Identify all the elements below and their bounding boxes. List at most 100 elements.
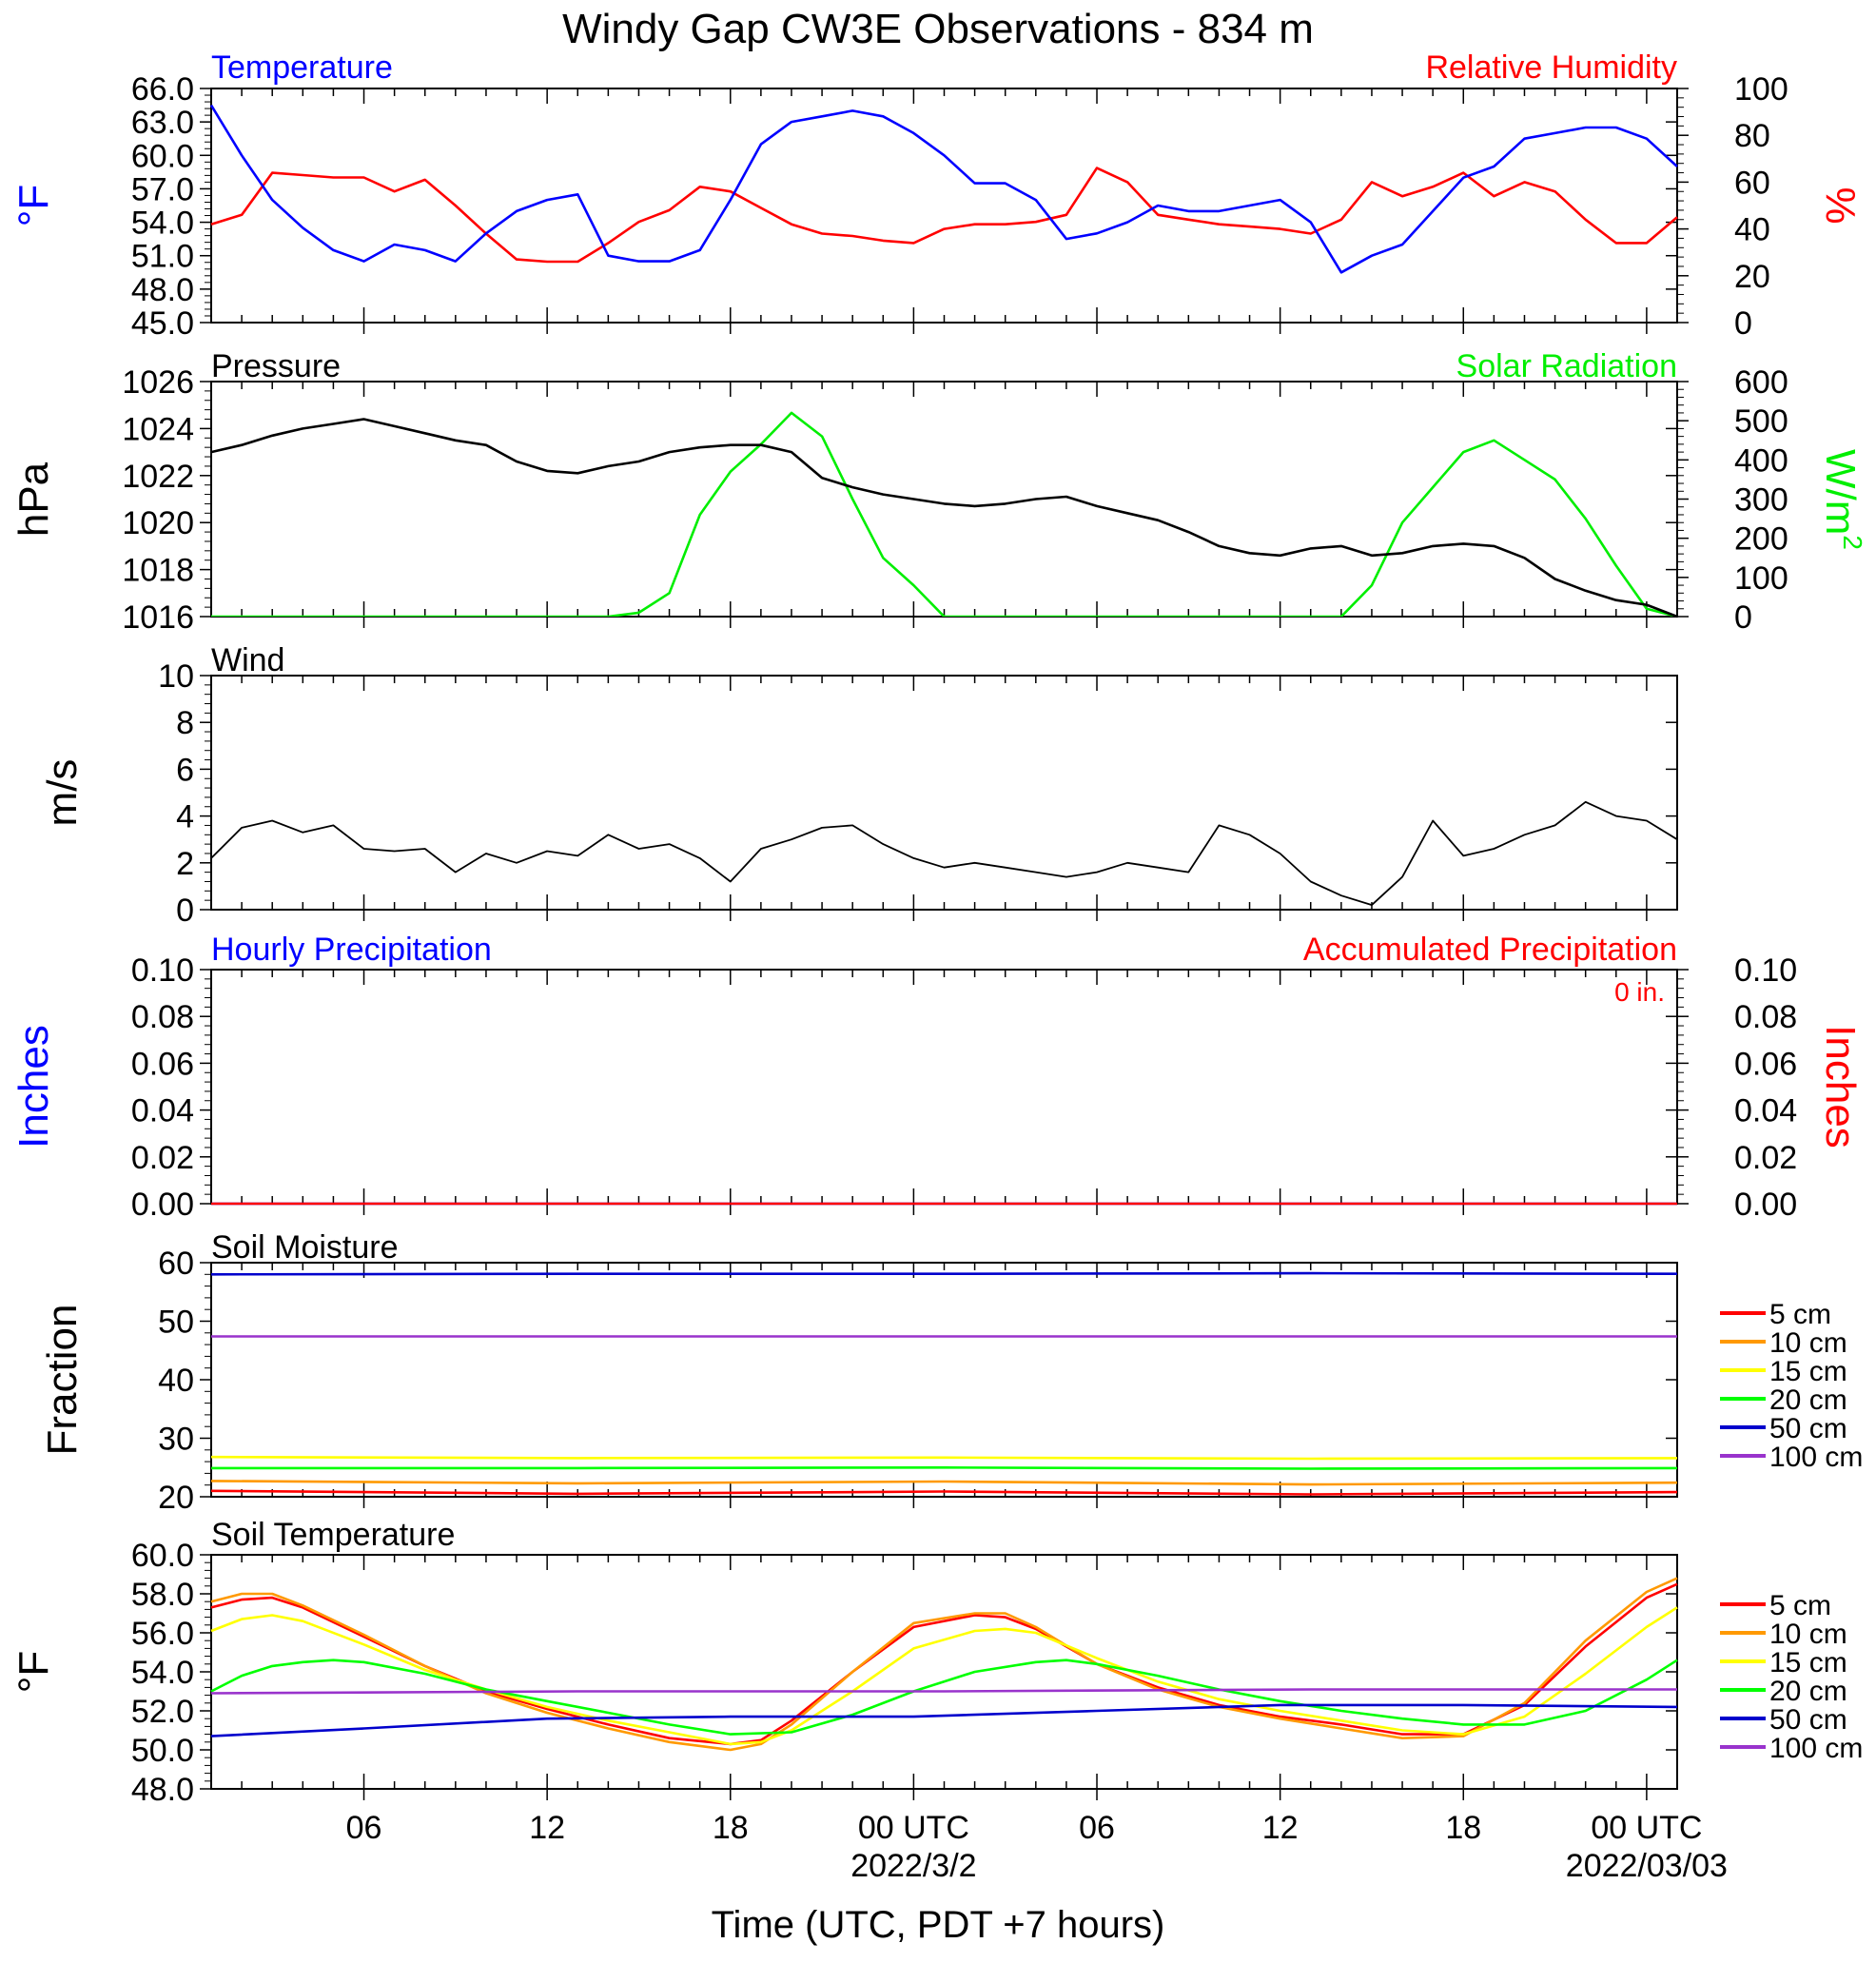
rh-y2-tick-label: 100 <box>1734 71 1788 108</box>
wind-y-tick-label: 0 <box>176 893 194 929</box>
soil-temp-legend-label: 10 cm <box>1769 1619 1847 1650</box>
precip-y-tick-label: 0.06 <box>131 1046 194 1082</box>
soil-temp-y-tick-label: 52.0 <box>131 1694 194 1730</box>
pressure-y-tick-label: 1020 <box>122 505 194 541</box>
solar-radiation-line <box>211 411 1677 617</box>
humidity-line <box>210 167 1678 264</box>
x-tick-label: 18 <box>713 1810 749 1846</box>
humidity-title: Relative Humidity <box>1425 49 1677 86</box>
x-tick-date-label: 2022/03/03 <box>1566 1848 1728 1884</box>
accum-y2-tick-label: 0.08 <box>1734 999 1797 1035</box>
temp-plot-frame <box>210 88 1678 324</box>
soil-moisture-y-tick-label: 20 <box>158 1480 194 1516</box>
rh-y2-tick-label: 20 <box>1734 259 1770 295</box>
temp-y-tick-label: 57.0 <box>131 171 194 207</box>
solar-y2-tick-label: 100 <box>1734 560 1788 597</box>
x-tick-label: 06 <box>346 1810 382 1846</box>
rh-y2-tick-label: 80 <box>1734 118 1770 154</box>
soil-moisture-legend-label: 50 cm <box>1769 1413 1847 1444</box>
soil-temp-y-tick-label: 48.0 <box>131 1772 194 1808</box>
temp-y-tick-label: 51.0 <box>131 239 194 275</box>
soil-moisture-legend-label: 100 cm <box>1769 1442 1863 1473</box>
soil-moisture-legend-label: 5 cm <box>1769 1299 1831 1330</box>
temp-y-tick-label: 54.0 <box>131 206 194 242</box>
soil-temp-y-tick-label: 58.0 <box>131 1577 194 1613</box>
soil-moisture-unit: Fraction <box>39 1305 86 1456</box>
accum-precip-unit: Inches <box>1817 1025 1864 1148</box>
accum-precip-title: Accumulated Precipitation <box>1303 932 1677 968</box>
wind-title: Wind <box>211 642 284 678</box>
accum-y2-tick-label: 0.00 <box>1734 1187 1797 1223</box>
soil-temp-title: Soil Temperature <box>211 1517 455 1553</box>
soil-moisture-legend-label: 20 cm <box>1769 1384 1847 1416</box>
soil-temp-line-50cm <box>210 1703 1678 1737</box>
x-axis-label: Time (UTC, PDT +7 hours) <box>712 1904 1165 1946</box>
wind-y-tick-label: 4 <box>176 799 194 835</box>
pressure-unit: hPa <box>10 461 57 537</box>
soil-moisture-y-tick-label: 30 <box>158 1422 194 1458</box>
solar-y2-tick-label: 400 <box>1734 442 1788 479</box>
soil-temp-legend-label: 15 cm <box>1769 1647 1847 1678</box>
temp-y-tick-label: 63.0 <box>131 105 194 141</box>
pressure-line <box>210 418 1678 618</box>
soil-temp-line-15cm <box>210 1606 1678 1746</box>
solar-y2-tick-label: 300 <box>1734 482 1788 519</box>
soil-moisture-line-20cm <box>211 1466 1678 1470</box>
soil-moisture-line-5cm <box>210 1489 1678 1496</box>
precip-y-tick-label: 0.08 <box>131 999 194 1035</box>
soil-moisture-legend-label: 10 cm <box>1769 1327 1847 1359</box>
soil-moisture-line-50cm <box>210 1271 1678 1276</box>
rh-y2-tick-label: 40 <box>1734 212 1770 248</box>
pressure-y-tick-label: 1018 <box>122 553 194 589</box>
x-tick-label: 06 <box>1079 1810 1115 1846</box>
soil-temp-unit: °F <box>10 1651 57 1693</box>
soil-temp-line-10cm <box>210 1577 1678 1752</box>
temperature-unit: °F <box>10 185 57 226</box>
temperature-title: Temperature <box>211 49 393 86</box>
x-tick-label: 18 <box>1445 1810 1481 1846</box>
wind-plot-frame <box>210 675 1678 911</box>
wind-y-tick-label: 8 <box>176 705 194 741</box>
soil-temp-y-tick-label: 50.0 <box>131 1733 194 1769</box>
x-tick-label: 12 <box>529 1810 565 1846</box>
soil-temp-legend-label: 100 cm <box>1769 1733 1863 1764</box>
solar-unit-base: W/m <box>1817 449 1864 535</box>
pres-plot-frame <box>210 381 1678 618</box>
soil-temp-legend-label: 20 cm <box>1769 1676 1847 1707</box>
pressure-title: Pressure <box>211 348 341 384</box>
x-tick-label: 00 UTC <box>1591 1810 1702 1846</box>
solar-y2-tick-label: 0 <box>1734 599 1752 636</box>
soil-temp-legend-label: 5 cm <box>1769 1590 1831 1621</box>
soil-moisture-y-tick-label: 60 <box>158 1246 194 1282</box>
solar-unit-superscript: 2 <box>1838 535 1867 550</box>
accum-y2-tick-label: 0.10 <box>1734 952 1797 989</box>
temperature-line <box>209 104 1678 274</box>
rh-y2-tick-label: 60 <box>1734 165 1770 201</box>
soil-temp-line-100cm <box>210 1688 1677 1695</box>
precip-y-tick-label: 0.10 <box>131 952 194 989</box>
hourly-precip-title: Hourly Precipitation <box>211 932 492 968</box>
x-tick-date-label: 2022/3/2 <box>850 1848 976 1884</box>
solar-title: Solar Radiation <box>1456 348 1677 384</box>
hourly-precip-unit: Inches <box>10 1025 57 1148</box>
precip-y-tick-label: 0.00 <box>131 1187 194 1223</box>
wind-unit: m/s <box>39 759 86 827</box>
soil-temp-legend-label: 50 cm <box>1769 1704 1847 1736</box>
soil-temp-line-5cm <box>210 1582 1678 1746</box>
precip-y-tick-label: 0.04 <box>131 1093 194 1129</box>
pressure-y-tick-label: 1016 <box>122 599 194 636</box>
temp-y-tick-label: 45.0 <box>131 305 194 342</box>
soil-temp-y-tick-label: 56.0 <box>131 1616 194 1652</box>
solar-y2-tick-label: 200 <box>1734 521 1788 558</box>
accum-y2-tick-label: 0.02 <box>1734 1140 1797 1176</box>
accum-precip-total: 0 in. <box>1614 977 1665 1007</box>
x-tick-label: 12 <box>1262 1810 1299 1846</box>
soil-moisture-title: Soil Moisture <box>211 1229 399 1266</box>
soil-moisture-y-tick-label: 40 <box>158 1363 194 1399</box>
soil-moisture-line-15cm <box>210 1455 1678 1461</box>
rh-y2-tick-label: 0 <box>1734 305 1752 342</box>
soil-temp-y-tick-label: 54.0 <box>131 1655 194 1691</box>
solar-unit: W/m2 <box>1817 449 1867 550</box>
